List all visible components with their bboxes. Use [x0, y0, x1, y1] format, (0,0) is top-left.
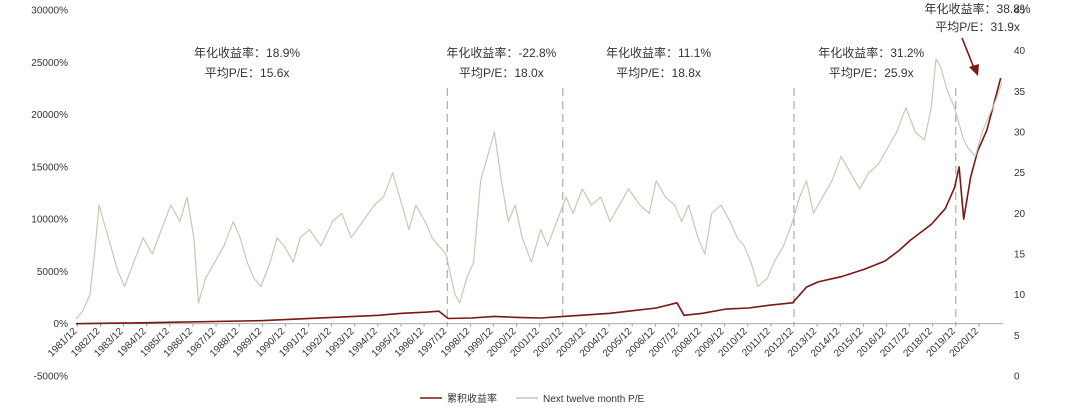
annotation-pe-label: 平均P/E：25.9x: [829, 66, 914, 80]
series-line-cumulative-return: [75, 77, 1002, 325]
y-right-tick-label: 45: [1014, 6, 1026, 17]
y-left-tick-label: 5000%: [37, 267, 68, 278]
y-right-tick-label: 5: [1014, 331, 1020, 342]
series-line-pe: [75, 58, 1003, 320]
y-right-tick-label: 15: [1014, 250, 1026, 261]
y-right-tick-label: 0: [1014, 372, 1020, 383]
y-left-tick-label: 20000%: [31, 110, 68, 121]
annotation-pe-label: 平均P/E：31.9x: [935, 20, 1020, 34]
annotation-pe-label: 平均P/E：18.8x: [616, 66, 701, 80]
y-left-tick-label: 25000%: [31, 58, 68, 69]
y-right-tick-label: 30: [1014, 128, 1026, 139]
y-left-tick-label: 0%: [54, 319, 69, 330]
annotation-pe-label: 平均P/E：18.0x: [459, 66, 544, 80]
annotation-pe-label: 平均P/E：15.6x: [205, 66, 290, 80]
y-left-tick-label: 15000%: [31, 162, 68, 173]
annotations: 年化收益率：18.9% 平均P/E：15.6x 年化收益率：-22.8% 平均P/E：…: [194, 1, 1031, 80]
y-left-tick-label: -5000%: [34, 372, 69, 383]
annotation-return-label: 年化收益率：11.1%: [606, 45, 711, 60]
y-right-tick-label: 10: [1014, 290, 1026, 301]
annotation-arrow-head: [969, 64, 979, 76]
annotation-return-label: 年化收益率：-22.8%: [446, 45, 556, 60]
annotation-return-label: 年化收益率：38.8%: [925, 1, 1031, 16]
y-right-tick-label: 25: [1014, 168, 1026, 179]
legend-label-pe: Next twelve month P/E: [543, 394, 644, 405]
legend: 累积收益率 Next twelve month P/E: [420, 392, 644, 405]
y-right-tick-label: 40: [1014, 46, 1026, 57]
y-right-tick-label: 35: [1014, 87, 1026, 98]
series-layer: [75, 58, 1003, 325]
axes: 30000% 25000% 20000% 15000% 10000% 5000% 0% -50…: [31, 6, 1025, 383]
y-right-tick-label: 20: [1014, 209, 1026, 220]
y-left-tick-label: 30000%: [31, 6, 68, 17]
annotation-return-label: 年化收益率：18.9%: [194, 45, 300, 60]
annotation-return-label: 年化收益率：31.2%: [818, 45, 924, 60]
annotation-arrow-shaft: [961, 37, 975, 69]
y-left-tick-label: 10000%: [31, 215, 68, 226]
legend-label-cumulative-return: 累积收益率: [447, 392, 497, 405]
